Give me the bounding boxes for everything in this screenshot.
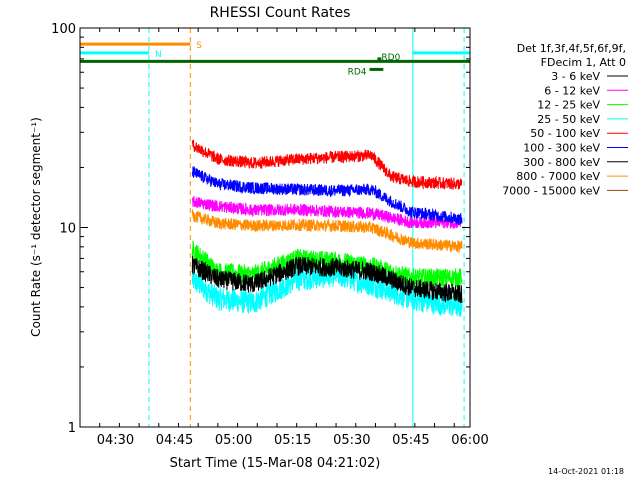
x-tick-label: 05:45 <box>392 433 429 448</box>
x-tick-label: 04:30 <box>97 433 134 448</box>
legend-header-line: FDecim 1, Att 0 <box>541 56 626 69</box>
y-axis-label: Count Rate (s⁻¹ detector segment⁻¹) <box>29 117 43 337</box>
state-bar-label-1: N <box>155 50 162 60</box>
x-tick-label: 05:30 <box>333 433 370 448</box>
state-bar-label-4: RD4 <box>348 67 367 77</box>
series-line-50-100keV <box>191 139 463 190</box>
y-tick-label: 10 <box>59 222 76 237</box>
legend-label: 6 - 12 keV <box>544 84 600 97</box>
x-tick-label: 04:45 <box>156 433 193 448</box>
y-tick-label: 1 <box>68 421 76 436</box>
series-line-100-300keV <box>191 165 463 226</box>
footer-date: 14-Oct-2021 01:18 <box>548 467 624 476</box>
x-tick-label: 05:00 <box>215 433 252 448</box>
attenuator-bars: S N RD4 RD0 <box>80 41 470 77</box>
chart-title: RHESSI Count Rates <box>210 5 351 21</box>
legend-label: 7000 - 15000 keV <box>502 184 600 197</box>
data-series <box>191 139 463 317</box>
legend-label: 100 - 300 keV <box>523 142 600 155</box>
legend-label: 300 - 800 keV <box>523 156 600 169</box>
legend-label: 12 - 25 keV <box>537 99 600 112</box>
legend-label: 50 - 100 keV <box>530 127 600 140</box>
x-axis-label: Start Time (15-Mar-08 04:21:02) <box>170 456 381 471</box>
legend-label: 3 - 6 keV <box>551 70 600 83</box>
series-line-800-7000keV <box>191 209 463 253</box>
x-tick-label: 06:00 <box>451 433 488 448</box>
y-tick-label: 100 <box>51 22 76 37</box>
x-tick-label: 05:15 <box>274 433 311 448</box>
state-bar-label-0: S <box>196 41 202 51</box>
legend-label: 25 - 50 keV <box>537 113 600 126</box>
legend-label: 800 - 7000 keV <box>516 170 600 183</box>
state-bar-label-5: RD0 <box>381 53 400 63</box>
axis-ticks: 04:30 04:45 05:00 05:15 05:30 05:45 06:00 1 10 10… <box>51 22 489 448</box>
series-line-3-6keV <box>191 255 463 304</box>
legend: Det 1f,3f,4f,5f,6f,9f,FDecim 1, Att 03 -… <box>502 42 628 197</box>
legend-header-line: Det 1f,3f,4f,5f,6f,9f, <box>517 42 626 55</box>
